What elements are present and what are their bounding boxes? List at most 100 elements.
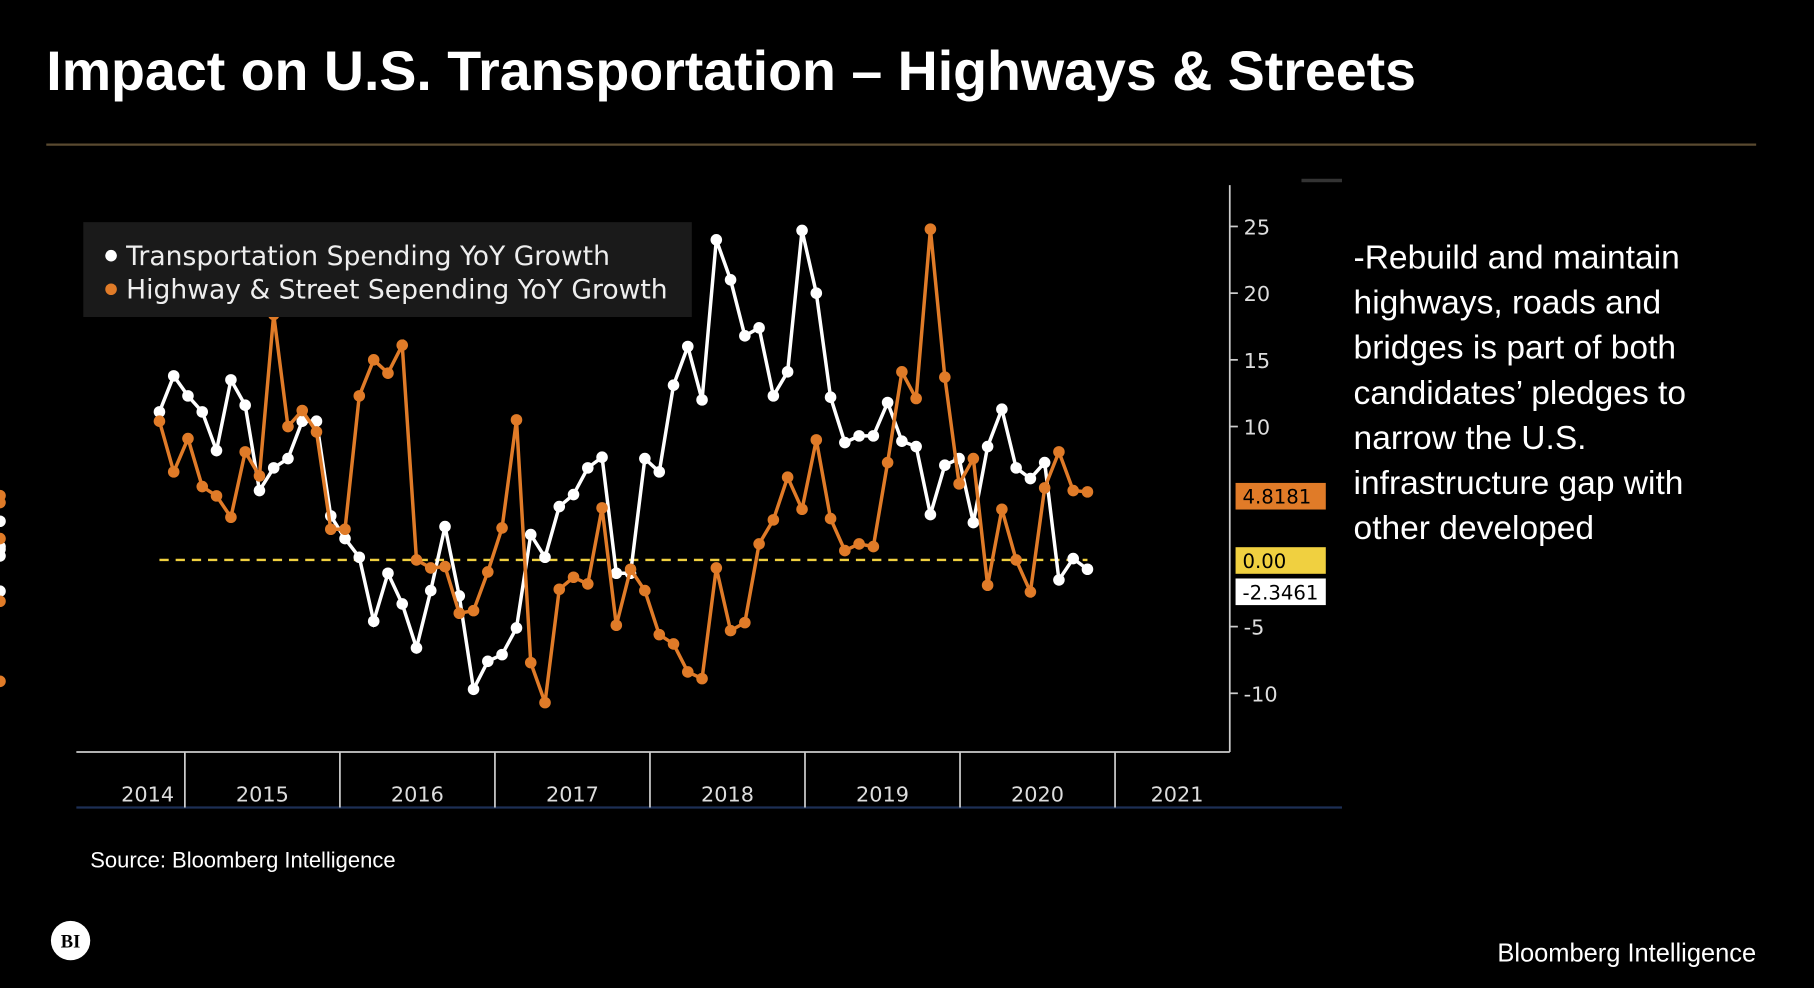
point: [796, 503, 808, 516]
point: [1053, 574, 1065, 586]
point: [396, 339, 409, 351]
point: [824, 391, 837, 403]
point: [781, 471, 794, 484]
point: [653, 628, 666, 641]
point: [1010, 554, 1022, 566]
legend-marker: [105, 283, 117, 296]
point: [796, 224, 808, 237]
y-tick-label: 15: [1244, 349, 1270, 373]
point: [567, 488, 580, 501]
point: [353, 390, 366, 402]
point: [996, 403, 1008, 415]
point: [1038, 482, 1051, 494]
point: [610, 567, 623, 580]
x-tick-label: 2018: [701, 783, 754, 807]
plot: -10 -5 10 15 20 25 2014 2015 2016 2017 2018 2019 202…: [0, 216, 1326, 808]
point: [896, 435, 908, 447]
point: [939, 371, 951, 383]
point: [639, 452, 651, 465]
y-tick-label: 10: [1244, 416, 1270, 440]
text-line: bridges is part of both: [1354, 330, 1676, 367]
y-tick-label: 25: [1244, 216, 1270, 240]
point: [1053, 446, 1065, 458]
point: [696, 394, 708, 406]
point: [710, 234, 723, 246]
point: [0, 532, 6, 545]
source: Source: Bloomberg Intelligence: [90, 848, 395, 873]
point: [482, 566, 494, 578]
point: [382, 367, 394, 379]
point: [182, 432, 194, 445]
logo: BI: [61, 933, 81, 953]
point: [639, 584, 651, 597]
point: [767, 390, 780, 402]
point: [282, 452, 294, 465]
point: [881, 456, 894, 469]
point: [1024, 586, 1037, 598]
point: [324, 523, 337, 536]
point: [810, 434, 823, 446]
point: [981, 579, 994, 592]
point: [967, 452, 980, 465]
point: [539, 696, 551, 709]
point: [253, 484, 266, 497]
point: [382, 567, 394, 580]
point: [367, 354, 380, 366]
point: [339, 532, 351, 545]
point: [696, 672, 708, 685]
point: [853, 430, 865, 442]
point: [0, 675, 6, 688]
point: [524, 528, 537, 541]
point: [810, 287, 823, 299]
point: [182, 390, 194, 402]
point: [167, 466, 180, 478]
point: [567, 571, 580, 584]
point: [496, 648, 508, 661]
point: [239, 446, 251, 458]
legend-marker: [105, 249, 117, 262]
point: [924, 508, 937, 521]
x-tick-label: 2021: [1151, 783, 1204, 807]
point: [0, 585, 6, 597]
point: [310, 426, 323, 438]
text-panel: -Rebuild and maintain highways, roads and…: [1354, 239, 1686, 547]
point: [396, 598, 409, 610]
point: [839, 436, 851, 449]
point: [467, 683, 480, 696]
point: [410, 554, 423, 566]
point: [939, 459, 951, 471]
point: [410, 642, 423, 654]
point: [853, 538, 865, 550]
point: [424, 584, 437, 597]
point: [724, 624, 737, 637]
point: [267, 462, 280, 474]
point: [167, 370, 180, 382]
y-tick-label: 20: [1244, 282, 1270, 306]
point: [624, 563, 637, 576]
point: [739, 330, 751, 342]
point: [610, 619, 623, 632]
point: [739, 616, 751, 629]
text-line: narrow the U.S.: [1354, 420, 1587, 457]
logo-circle: [50, 920, 91, 961]
brand: Bloomberg Intelligence: [1497, 939, 1756, 967]
point: [225, 511, 237, 524]
x-tick-label: 2019: [856, 783, 909, 807]
point: [496, 522, 508, 534]
point: [967, 516, 980, 529]
end-value-label: 4.8181: [1242, 486, 1311, 509]
point: [339, 523, 351, 536]
text-line: other developed: [1354, 510, 1595, 547]
point: [524, 656, 537, 669]
point: [553, 500, 566, 513]
legend-label: Highway & Street Sepending YoY Growth: [126, 274, 668, 305]
x-tick-label: 2014: [121, 783, 174, 807]
point: [781, 366, 794, 378]
point: [225, 374, 237, 386]
point: [753, 538, 765, 550]
point: [1024, 472, 1037, 485]
point: [253, 470, 266, 482]
point: [596, 502, 608, 514]
